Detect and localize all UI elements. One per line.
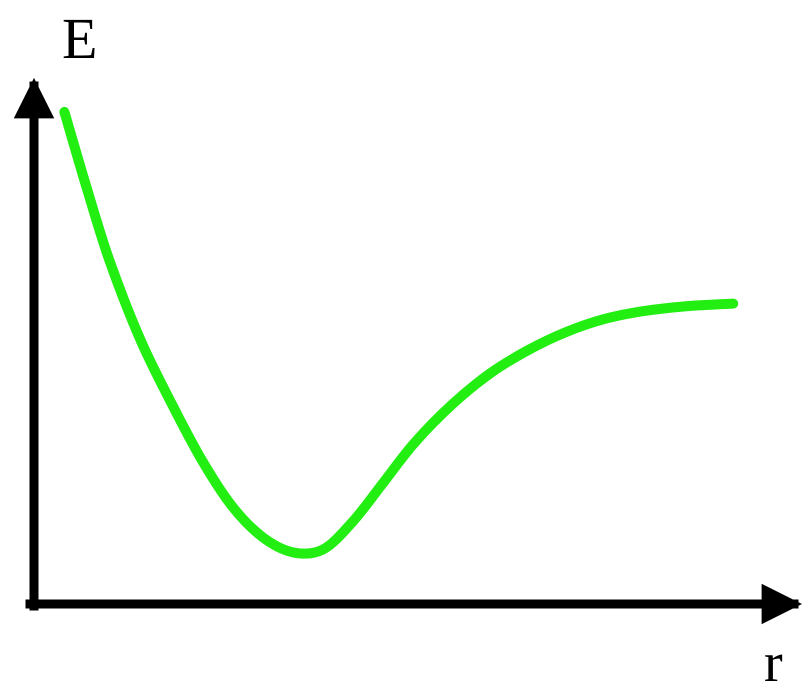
y-axis-label: E — [62, 6, 97, 71]
x-axis-label: r — [764, 632, 783, 688]
series-line-energy-curve — [59, 106, 739, 559]
